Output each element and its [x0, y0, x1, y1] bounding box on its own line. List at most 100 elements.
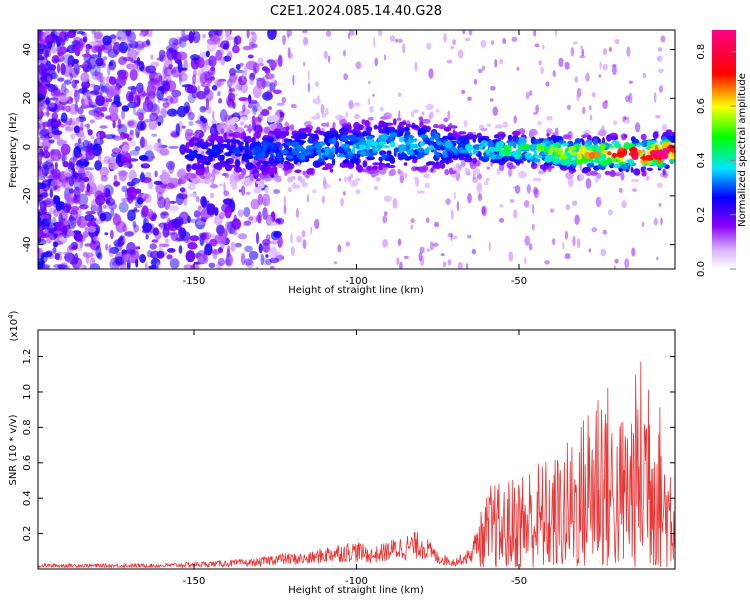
- heatmap-cell: [89, 40, 95, 47]
- heatmap-cell: [434, 133, 440, 141]
- heatmap-cell: [246, 30, 250, 39]
- heatmap-cell: [375, 176, 381, 182]
- heatmap-cell: [283, 160, 290, 164]
- heatmap-cell: [570, 151, 578, 156]
- heatmap-cell: [179, 144, 187, 155]
- heatmap-cell: [50, 90, 61, 97]
- heatmap-cell: [194, 120, 206, 124]
- heatmap-cell: [71, 79, 77, 89]
- heatmap-cell: [642, 166, 647, 171]
- heatmap-cell: [67, 230, 75, 237]
- heatmap-cell: [343, 176, 348, 183]
- heatmap-cell: [611, 63, 617, 68]
- heatmap-cell: [467, 96, 472, 102]
- x-tick-label: -100: [345, 276, 368, 287]
- heatmap-cell: [195, 195, 200, 203]
- heatmap-cell: [440, 253, 445, 257]
- heatmap-cell: [205, 50, 210, 58]
- heatmap-cell: [268, 138, 273, 143]
- heatmap-cell: [511, 130, 521, 137]
- heatmap-cell: [218, 212, 225, 220]
- heatmap-cell: [273, 159, 281, 164]
- heatmap-cell: [198, 255, 204, 265]
- heatmap-cell: [100, 175, 108, 182]
- heatmap-cell: [89, 257, 96, 267]
- heatmap-cell: [237, 110, 245, 117]
- heatmap-cell: [345, 241, 351, 247]
- heatmap-cell: [166, 254, 173, 260]
- colorbar-tick-label: 0.0: [696, 261, 707, 277]
- heatmap-cell: [246, 135, 252, 144]
- heatmap-cell: [613, 120, 618, 126]
- heatmap-cell: [121, 254, 132, 264]
- y-tick-label: 0.2: [22, 526, 33, 542]
- heatmap-cell: [575, 157, 584, 165]
- heatmap-cell: [290, 246, 295, 257]
- heatmap-cell: [80, 104, 90, 109]
- heatmap-cell: [586, 162, 595, 168]
- heatmap-cell: [420, 255, 425, 267]
- heatmap-cell: [196, 90, 206, 100]
- heatmap-cell: [423, 148, 428, 155]
- heatmap-cell: [113, 256, 123, 263]
- heatmap-cell: [624, 119, 631, 124]
- colorbar-tick-label: 0.4: [696, 152, 707, 168]
- heatmap-cell: [437, 124, 446, 130]
- heatmap-cell: [277, 54, 283, 67]
- heatmap-cell: [176, 170, 186, 178]
- heatmap-cell: [265, 70, 269, 81]
- heatmap-cell: [39, 200, 47, 213]
- heatmap-cell: [197, 141, 201, 146]
- heatmap-cell: [79, 156, 88, 165]
- heatmap-cell: [265, 254, 269, 258]
- heatmap-cell: [87, 56, 97, 70]
- heatmap-cell: [125, 30, 131, 37]
- heatmap-cell: [439, 162, 446, 169]
- heatmap-cell: [540, 66, 544, 75]
- heatmap-cell: [89, 119, 96, 124]
- heatmap-cell: [55, 202, 63, 212]
- heatmap-cell: [217, 258, 225, 266]
- heatmap-cell: [306, 127, 312, 134]
- heatmap-cell: [620, 163, 629, 170]
- heatmap-cell: [136, 120, 147, 131]
- heatmap-cell: [50, 179, 58, 187]
- heatmap-cell: [289, 124, 295, 132]
- heatmap-cell: [656, 256, 659, 261]
- heatmap-cell: [189, 235, 200, 242]
- heatmap-cell: [329, 168, 334, 173]
- heatmap-cell: [223, 181, 226, 193]
- heatmap-cell: [84, 123, 90, 128]
- heatmap-cell: [126, 119, 138, 129]
- heatmap-cell: [224, 163, 232, 172]
- heatmap-cell: [126, 242, 136, 254]
- heatmap-cell: [226, 221, 231, 232]
- heatmap-cell: [168, 37, 179, 48]
- heatmap-cell: [64, 252, 73, 264]
- heatmap-cell: [478, 193, 482, 202]
- heatmap-cell: [199, 115, 205, 122]
- heatmap-cell: [392, 197, 398, 209]
- heatmap-cell: [604, 160, 613, 164]
- heatmap-cell: [383, 195, 392, 202]
- heatmap-cell: [54, 54, 65, 62]
- heatmap-cell: [295, 208, 299, 218]
- heatmap-cell: [425, 217, 430, 223]
- heatmap-cell: [352, 30, 355, 37]
- heatmap-cell: [303, 61, 306, 67]
- heatmap-cell: [378, 141, 384, 147]
- heatmap-cell: [57, 152, 61, 160]
- heatmap-cell: [42, 112, 51, 116]
- heatmap-cell: [183, 264, 194, 269]
- heatmap-cell: [92, 106, 101, 117]
- heatmap-cell: [93, 84, 101, 92]
- heatmap-cell: [248, 155, 254, 159]
- heatmap-cell: [353, 102, 361, 107]
- heatmap-cell: [486, 140, 494, 147]
- heatmap-cell: [71, 119, 76, 130]
- heatmap-cell: [567, 146, 577, 151]
- heatmap-cell: [450, 45, 454, 50]
- heatmap-cell: [244, 124, 249, 129]
- heatmap-cell: [532, 186, 538, 195]
- heatmap-cell: [159, 98, 169, 102]
